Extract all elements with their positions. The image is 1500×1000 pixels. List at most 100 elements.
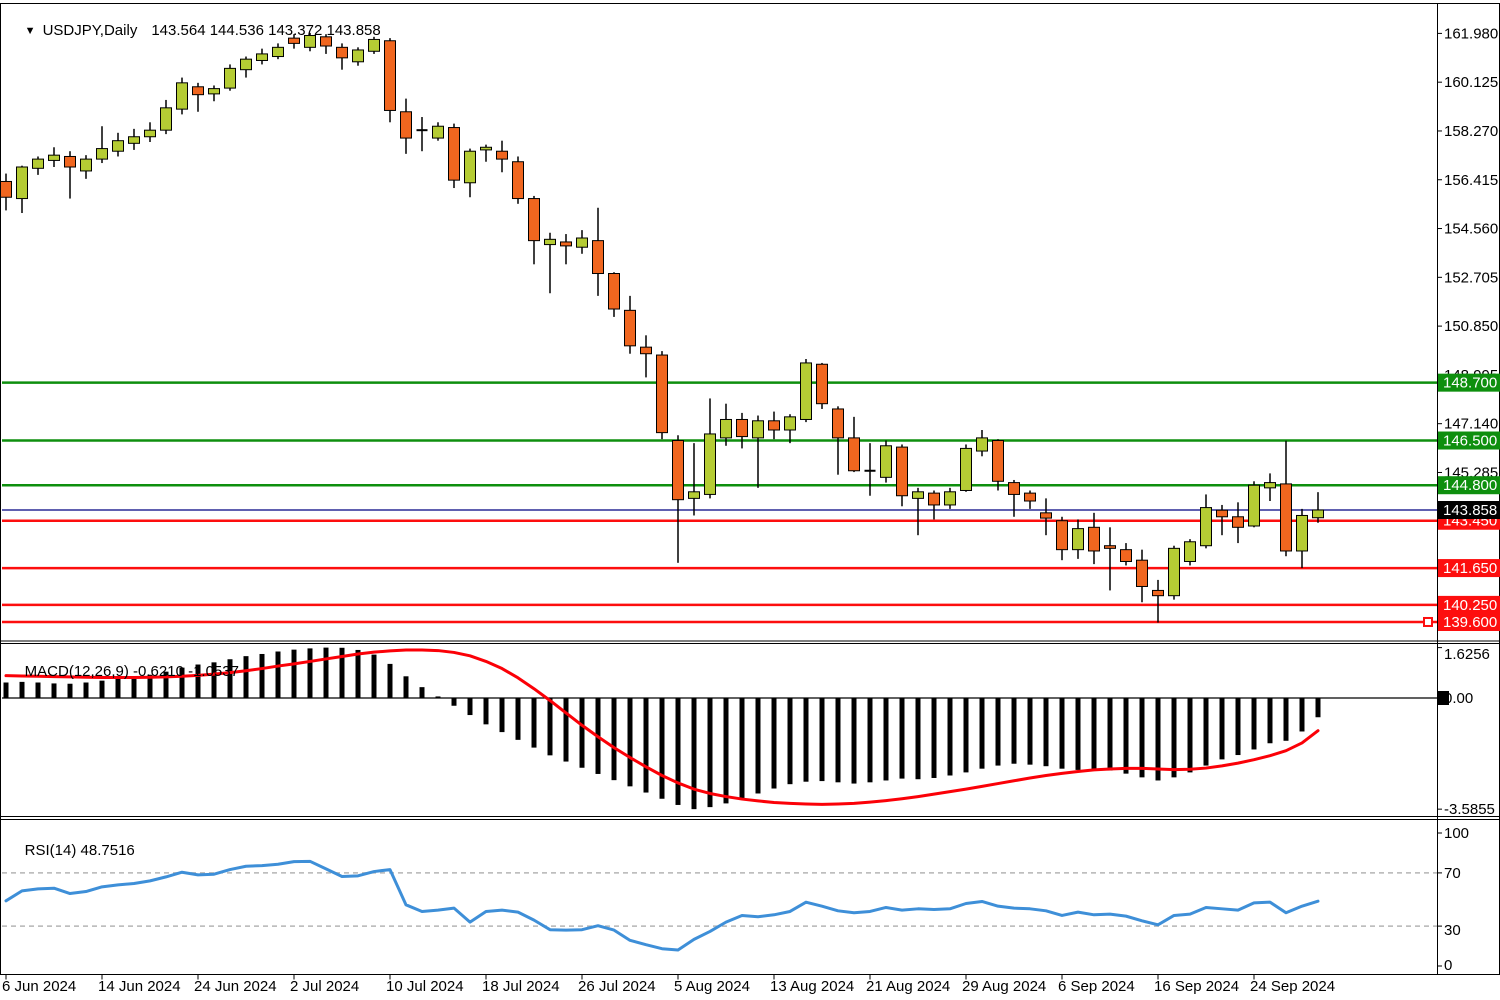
candle-body	[736, 418, 748, 438]
symbol-dropdown-icon[interactable]: ▼	[24, 25, 36, 37]
macd-histogram-bar	[1235, 698, 1241, 756]
macd-histogram-bar	[355, 649, 361, 698]
candle-body	[656, 354, 668, 434]
candle-body	[880, 445, 892, 478]
macd-histogram-bar	[1107, 698, 1113, 771]
candle-body	[560, 241, 572, 247]
date-axis-label: 29 Aug 2024	[962, 978, 1046, 995]
macd-histogram-bar	[723, 698, 729, 804]
candle-body	[368, 38, 380, 52]
price-axis-label: 161.980	[1444, 25, 1498, 42]
macd-histogram-bar	[1251, 698, 1257, 750]
date-axis-label: 13 Aug 2024	[770, 978, 854, 995]
macd-histogram-bar	[467, 698, 473, 716]
candle-body	[32, 158, 44, 169]
macd-histogram-bar	[1091, 698, 1097, 770]
candle-body	[336, 46, 348, 59]
macd-histogram-bar	[35, 682, 41, 698]
price-axis-label: 152.705	[1444, 269, 1498, 286]
candle-body	[960, 447, 972, 491]
candle-body	[800, 362, 812, 420]
candle-body	[1056, 520, 1068, 551]
macd-histogram-bar	[419, 687, 425, 698]
candle-body	[320, 36, 332, 47]
candle-body	[768, 420, 780, 431]
macd-histogram-bar	[643, 698, 649, 793]
date-axis-label: 2 Jul 2024	[290, 978, 359, 995]
candle-body	[256, 53, 268, 61]
candle-body	[704, 433, 716, 495]
candle-body	[1200, 507, 1212, 547]
macd-histogram-bar	[243, 656, 249, 698]
macd-histogram-bar	[675, 698, 681, 805]
macd-histogram-bar	[99, 680, 105, 698]
macd-zero-marker	[1438, 691, 1449, 705]
macd-histogram-bar	[851, 698, 857, 784]
rsi-axis-label: 30	[1444, 922, 1461, 939]
candle-body	[1216, 509, 1228, 518]
candle-body	[208, 88, 220, 95]
price-badge-144.800[interactable]	[1438, 476, 1500, 495]
macd-histogram-bar	[739, 698, 745, 799]
candle-body	[896, 446, 908, 497]
macd-histogram-bar	[1059, 698, 1065, 769]
candle-body	[784, 416, 796, 431]
candle-body	[352, 49, 364, 63]
macd-histogram-bar	[883, 698, 889, 781]
candle-body	[1296, 514, 1308, 552]
current-price-badge-label: 143.858	[1443, 502, 1497, 519]
date-axis-label: 10 Jul 2024	[386, 978, 464, 995]
candle-body	[1264, 482, 1276, 489]
price-badge-141.650[interactable]	[1438, 559, 1500, 578]
date-axis-label: 6 Jun 2024	[2, 978, 76, 995]
date-axis-label: 5 Aug 2024	[674, 978, 750, 995]
macd-histogram-bar	[563, 698, 569, 762]
candle-body	[1184, 541, 1196, 562]
chart-title: ▼ USDJPY,Daily 143.564 144.536 143.372 143…	[8, 5, 381, 56]
price-badge-label: 141.650	[1443, 560, 1497, 577]
macd-histogram-bar	[1075, 698, 1081, 770]
macd-histogram-bar	[259, 653, 265, 698]
macd-histogram-bar	[1267, 698, 1273, 744]
candle-body	[528, 198, 540, 242]
price-badge-label: 139.600	[1443, 614, 1497, 631]
price-badge-146.500[interactable]	[1438, 431, 1500, 450]
macd-histogram-bar	[1171, 698, 1177, 778]
candle-body	[448, 127, 460, 181]
date-axis-label: 21 Aug 2024	[866, 978, 950, 995]
level-handle-139.600[interactable]	[1423, 616, 1433, 627]
price-axis-label: 147.140	[1444, 416, 1498, 433]
candle-body	[240, 58, 252, 71]
price-badge-140.250[interactable]	[1438, 595, 1500, 614]
candle-body	[752, 420, 764, 439]
macd-histogram-bar	[195, 664, 201, 698]
macd-histogram-bar	[1123, 698, 1129, 774]
candle-body	[992, 440, 1004, 482]
candle-body	[48, 154, 60, 161]
date-axis-label: 26 Jul 2024	[578, 978, 656, 995]
macd-histogram-bar	[483, 698, 489, 725]
macd-histogram-bar	[707, 698, 713, 808]
candle-body	[1312, 509, 1324, 519]
candle-body	[400, 111, 412, 139]
macd-histogram-bar	[899, 698, 905, 779]
price-badge-139.600[interactable]	[1438, 612, 1500, 631]
candle-body	[176, 82, 188, 110]
candle-body	[1024, 492, 1036, 502]
candle-body	[1232, 516, 1244, 528]
macd-histogram-bar	[403, 676, 409, 698]
candle-body	[1280, 483, 1292, 552]
price-badge-label: 140.250	[1443, 597, 1497, 614]
price-badge-label: 146.500	[1443, 433, 1497, 450]
candle-body	[0, 180, 12, 198]
macd-histogram-bar	[387, 663, 393, 698]
macd-histogram-bar	[1299, 698, 1305, 732]
macd-histogram-bar	[1027, 698, 1033, 765]
macd-histogram-bar	[995, 698, 1001, 766]
candle-body	[144, 129, 156, 138]
macd-histogram-bar	[915, 698, 921, 780]
macd-histogram-bar	[787, 698, 793, 785]
candle-body	[1136, 559, 1148, 587]
price-badge-148.700[interactable]	[1438, 373, 1500, 392]
